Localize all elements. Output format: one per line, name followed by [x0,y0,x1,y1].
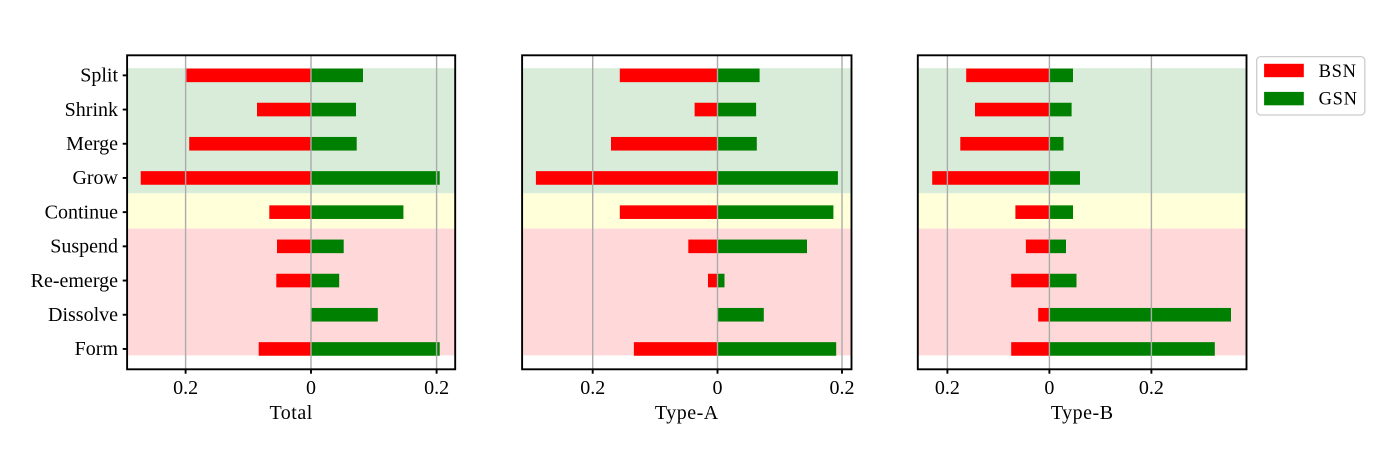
svg-text:Type-A: Type-A [655,402,719,424]
svg-text:Total: Total [269,402,312,424]
svg-text:Split: Split [80,65,118,87]
svg-text:Suspend: Suspend [50,236,118,258]
svg-text:Continue: Continue [45,202,118,224]
svg-text:0.2: 0.2 [424,377,449,399]
svg-text:0.2: 0.2 [830,377,855,399]
svg-text:0: 0 [1044,377,1054,399]
svg-text:Type-B: Type-B [1051,402,1114,424]
svg-text:Re-emerge: Re-emerge [31,270,118,292]
svg-text:Grow: Grow [72,167,118,189]
svg-text:BSN: BSN [1319,62,1357,82]
svg-text:Form: Form [75,338,119,360]
svg-text:0.2: 0.2 [580,377,605,399]
svg-text:0.2: 0.2 [935,377,960,399]
svg-text:0: 0 [713,377,723,399]
svg-text:GSN: GSN [1319,90,1358,110]
svg-text:Dissolve: Dissolve [48,304,118,326]
svg-text:Merge: Merge [66,133,118,155]
svg-text:0.2: 0.2 [173,377,198,399]
svg-text:Shrink: Shrink [65,99,118,121]
svg-text:0.2: 0.2 [1139,377,1164,399]
svg-text:0: 0 [306,377,316,399]
